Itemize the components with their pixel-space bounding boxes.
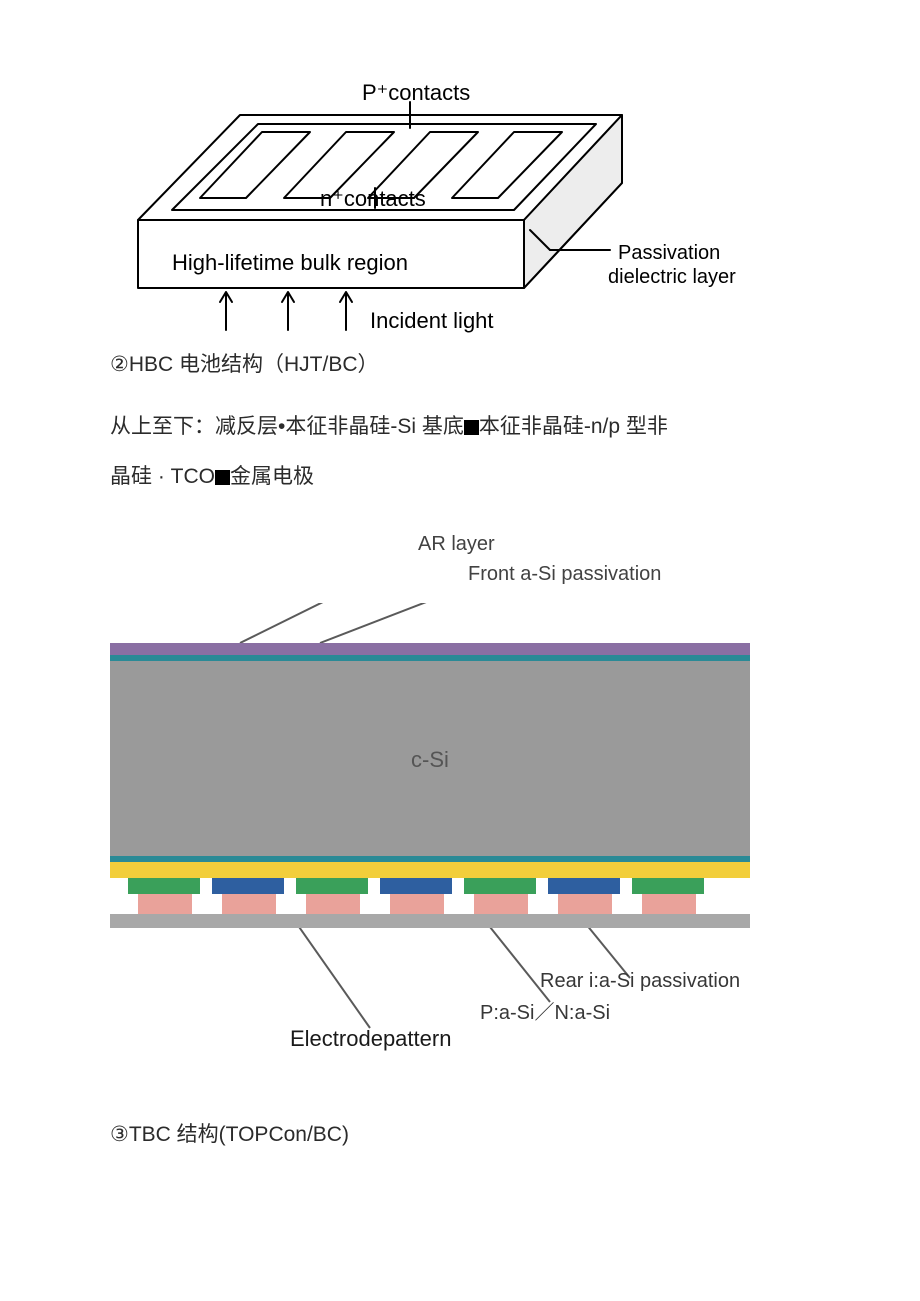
body-indent: 从上至下：减反层•本征非晶硅-Si 基底 — [110, 415, 464, 438]
figure-hbc-layers: AR layer Front a-Si passivation c-Si — [110, 533, 750, 1078]
label-csi: c-Si — [110, 747, 750, 773]
body-line2-pre: 晶硅 · TCO — [110, 465, 215, 488]
segment-pink — [390, 894, 444, 914]
label-p-n-asi: P:a-Si／N:a-Si — [480, 996, 610, 1025]
ibc-3d-svg — [110, 80, 750, 340]
row-green-blue — [110, 878, 750, 894]
segment-green — [128, 878, 200, 894]
row-pink — [110, 894, 750, 914]
segment-pink — [306, 894, 360, 914]
layer-csi: c-Si — [110, 661, 750, 856]
label-bulk-region: High-lifetime bulk region — [172, 250, 408, 276]
label-p-contacts: P⁺contacts — [362, 80, 470, 106]
segment-pink — [474, 894, 528, 914]
fig2-top-label-area: AR layer Front a-Si passivation — [110, 533, 750, 603]
segment-blue — [380, 878, 452, 894]
segment-blue — [212, 878, 284, 894]
figure-ibc-3d: P⁺contacts n⁺contacts High-lifetime bulk… — [110, 80, 750, 340]
label-electrode-pattern: Electrodepattern — [290, 1026, 451, 1052]
body-line2-post: 金属电极 — [230, 465, 314, 488]
fig2-top-leaders — [110, 603, 750, 643]
label-front-passivation: Front a-Si passivation — [468, 563, 661, 586]
black-square-2 — [215, 470, 230, 485]
heading-tbc: ③TBC 结构(TOPCon/BC) — [110, 1118, 810, 1148]
label-rear-passivation: Rear i:a-Si passivation — [540, 970, 740, 993]
black-square-1 — [464, 420, 479, 435]
label-passivation-1: Passivation — [618, 242, 720, 265]
segment-pink — [642, 894, 696, 914]
fig2-bottom-label-area: Rear i:a-Si passivation P:a-Si／N:a-Si El… — [110, 928, 750, 1078]
segment-blue — [548, 878, 620, 894]
segment-pink — [138, 894, 192, 914]
label-incident-light: Incident light — [370, 308, 494, 334]
heading-hbc: ②HBC 电池结构（HJT/BC） — [110, 348, 810, 378]
segment-green — [296, 878, 368, 894]
label-n-contacts: n⁺contacts — [320, 186, 426, 212]
segment-pink — [558, 894, 612, 914]
layer-grey-base — [110, 914, 750, 928]
layer-stack: c-Si — [110, 643, 750, 928]
label-ar-layer: AR layer — [418, 533, 495, 556]
fig2-bottom-leaders — [110, 928, 750, 1078]
segment-green — [464, 878, 536, 894]
layer-ar — [110, 643, 750, 655]
body-after1: 本征非晶硅-n/p 型非 — [479, 415, 668, 438]
segment-pink — [222, 894, 276, 914]
label-passivation-2: dielectric layer — [608, 266, 736, 289]
body-paragraph: 从上至下：减反层•本征非晶硅-Si 基底本征非晶硅-n/p 型非 晶硅 · TC… — [110, 402, 810, 503]
layer-yellow — [110, 862, 750, 878]
segment-green — [632, 878, 704, 894]
